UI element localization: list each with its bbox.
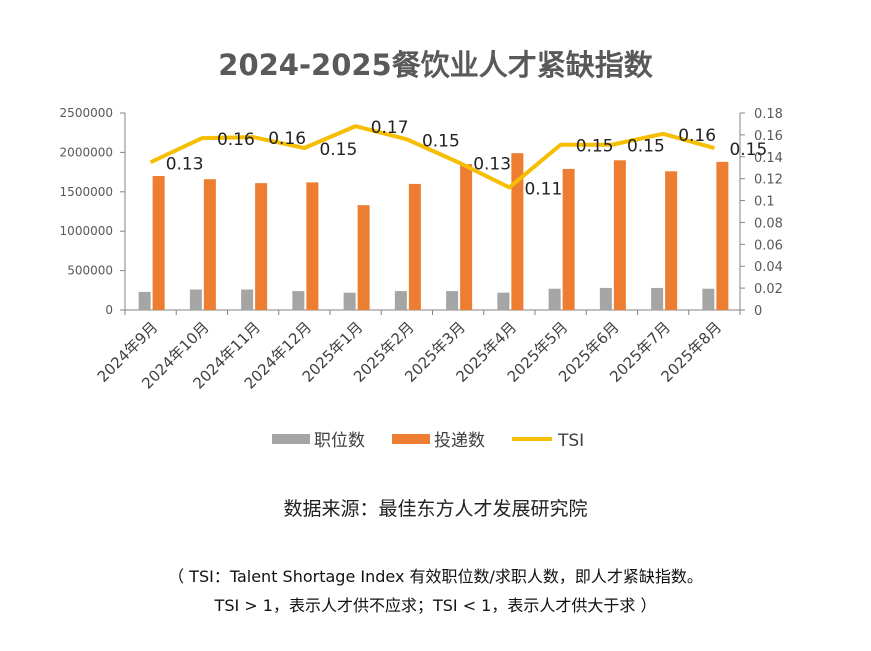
bar-jobs — [292, 291, 305, 310]
bar-applications — [306, 182, 319, 310]
bar-applications — [613, 160, 626, 310]
tsi-data-label: 0.13 — [166, 154, 204, 174]
bar-jobs — [548, 288, 561, 310]
bar-applications — [357, 205, 370, 310]
note-line-2: TSI > 1，表示人才供不应求；TSI < 1，表示人才供大于求 ） — [214, 596, 657, 615]
tsi-data-label: 0.16 — [268, 129, 306, 149]
tsi-data-label: 0.16 — [678, 126, 716, 146]
tsi-line — [149, 124, 715, 190]
bar-applications — [716, 161, 729, 310]
right-tick-label: 0.1 — [754, 195, 775, 210]
bar-applications — [408, 183, 421, 310]
legend-label-applications: 投递数 — [434, 431, 485, 451]
bar-jobs — [343, 292, 356, 310]
right-tick-label: 0.02 — [754, 282, 783, 297]
tsi-data-label: 0.17 — [371, 118, 409, 138]
tsi-data-label: 0.15 — [729, 140, 767, 160]
legend-label-jobs: 职位数 — [314, 431, 365, 451]
bar-jobs — [446, 291, 459, 310]
tsi-data-label: 0.15 — [319, 140, 357, 160]
tsi-data-label: 0.15 — [627, 137, 665, 157]
tsi-data-label: 0.16 — [217, 130, 255, 150]
bar-jobs — [189, 289, 202, 310]
bar-applications — [203, 179, 216, 310]
bar-applications — [152, 176, 165, 310]
right-tick-label: 0.18 — [754, 107, 783, 122]
tsi-data-label: 0.15 — [576, 137, 614, 157]
tsi-data-label: 0.11 — [524, 179, 562, 199]
bar-applications — [255, 183, 268, 310]
right-tick-label: 0.06 — [754, 238, 783, 253]
bar-applications — [665, 171, 678, 310]
left-tick-label: 500000 — [67, 264, 113, 278]
bar-jobs — [394, 291, 407, 310]
legend-label-tsi: TSI — [557, 431, 584, 451]
right-tick-label: 0.12 — [754, 173, 783, 188]
bar-applications — [562, 168, 575, 310]
right-tick-label: 0.16 — [754, 129, 783, 144]
right-tick-label: 0.08 — [754, 216, 783, 231]
bar-applications — [511, 153, 524, 310]
bar-jobs — [241, 289, 254, 310]
legend-swatch-applications — [392, 434, 430, 444]
tsi-data-label: 0.13 — [473, 154, 511, 174]
left-tick-label: 1000000 — [60, 224, 113, 238]
bar-applications — [460, 164, 473, 310]
bar-jobs — [138, 291, 151, 310]
bar-jobs — [497, 292, 510, 310]
data-source: 数据来源：最佳东方人才发展研究院 — [283, 498, 588, 520]
right-tick-label: 0.14 — [754, 151, 783, 166]
left-tick-label: 1500000 — [60, 185, 113, 199]
note-line-1: （ TSI：Talent Shortage Index 有效职位数/求职人数，即… — [168, 567, 703, 586]
legend-swatch-jobs — [272, 434, 310, 444]
right-tick-label: 0 — [754, 304, 762, 319]
right-tick-label: 0.04 — [754, 260, 783, 275]
left-tick-label: 2500000 — [60, 106, 113, 120]
chart-title: 2024-2025餐饮业人才紧缺指数 — [218, 48, 653, 82]
bar-jobs — [599, 287, 612, 310]
bar-jobs — [651, 287, 664, 310]
left-tick-label: 2000000 — [60, 145, 113, 159]
tsi-data-label: 0.15 — [422, 131, 460, 151]
left-tick-label: 0 — [105, 303, 113, 317]
bar-jobs — [702, 288, 715, 310]
